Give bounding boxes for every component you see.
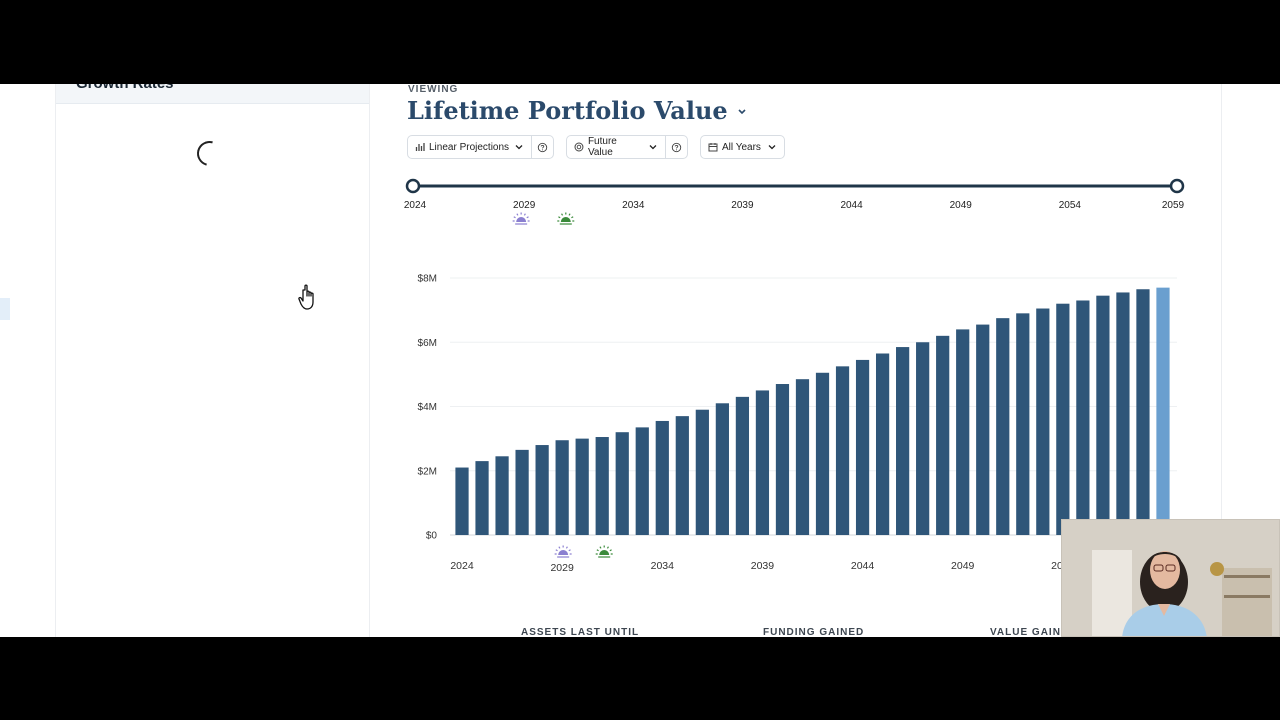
- chart-bar[interactable]: [715, 403, 729, 535]
- projection-help-button[interactable]: [531, 136, 553, 158]
- value-type-dropdown[interactable]: Future Value: [566, 135, 688, 159]
- funding-gained-label: FUNDING GAINED: [763, 627, 865, 637]
- value-type-label: Future Value: [587, 136, 617, 158]
- chart-bar[interactable]: [635, 427, 649, 535]
- slider-tick-label: 2024: [404, 200, 427, 211]
- y-tick-label: $8M: [418, 274, 437, 285]
- chart-bar[interactable]: [535, 445, 549, 535]
- y-tick-label: $6M: [418, 338, 437, 349]
- x-tick-label: 2024: [450, 560, 474, 572]
- chevron-down-icon[interactable]: [736, 105, 748, 117]
- view-selector[interactable]: Lifetime Portfolio Value: [407, 96, 748, 125]
- chevron-down-icon: [649, 145, 657, 150]
- calendar-icon: [708, 143, 718, 152]
- years-label: All Years: [722, 141, 761, 153]
- value-gained-label: VALUE GAINED: [990, 627, 1077, 637]
- chart-bar[interactable]: [555, 440, 569, 535]
- chart-bar[interactable]: [455, 467, 469, 535]
- hand-pointer-icon: [298, 284, 314, 310]
- chart-bar[interactable]: [675, 416, 689, 535]
- chart-event-sun-icon-green[interactable]: [595, 545, 613, 558]
- chart-bar[interactable]: [1056, 303, 1070, 535]
- year-range-slider[interactable]: 2024 2029 2034 2039 2044 2049 2054 2059: [395, 174, 1205, 234]
- slider-start-handle[interactable]: [405, 178, 421, 194]
- slider-tick-label: 2034: [622, 200, 645, 211]
- y-tick-label: $0: [426, 531, 438, 542]
- slider-tick-label: 2059: [1162, 200, 1185, 211]
- chart-bar[interactable]: [575, 438, 589, 535]
- chart-bar[interactable]: [1096, 295, 1110, 535]
- chevron-down-icon: [515, 145, 523, 150]
- x-tick-label: 2039: [751, 560, 775, 572]
- help-circle-icon: [537, 142, 548, 152]
- page-title[interactable]: Lifetime Portfolio Value: [407, 96, 728, 125]
- bar-chart-icon: [415, 143, 425, 151]
- chart-bar[interactable]: [855, 359, 870, 535]
- chart-bar[interactable]: [916, 342, 930, 535]
- x-tick-label: 2044: [851, 560, 875, 572]
- chart-bar[interactable]: [475, 461, 489, 535]
- years-dropdown[interactable]: All Years: [700, 135, 785, 159]
- slider-tick-label: 2039: [731, 200, 754, 211]
- slider-tick-label: 2054: [1059, 200, 1082, 211]
- chart-bar[interactable]: [615, 432, 629, 535]
- slider-end-handle[interactable]: [1169, 178, 1185, 194]
- chevron-down-icon: [768, 145, 776, 150]
- chart-bar[interactable]: [655, 420, 669, 535]
- growth-rates-title: Growth Rates: [76, 84, 174, 92]
- slider-tick-label: 2029: [513, 200, 536, 211]
- y-tick-label: $4M: [418, 402, 437, 413]
- chart-bar[interactable]: [1036, 308, 1050, 535]
- projection-dropdown[interactable]: Linear Projections: [407, 135, 554, 159]
- loading-spinner-icon: [192, 136, 227, 171]
- chart-bar[interactable]: [996, 318, 1010, 535]
- chart-bar[interactable]: [515, 449, 529, 535]
- slider-event-sun-icon-green[interactable]: [557, 212, 575, 225]
- chart-bar[interactable]: [755, 390, 770, 535]
- chart-bar[interactable]: [956, 329, 970, 535]
- chart-bar[interactable]: [1116, 292, 1130, 535]
- chart-bar[interactable]: [896, 347, 910, 535]
- chart-bar[interactable]: [875, 353, 890, 535]
- chart-bar[interactable]: [695, 409, 709, 535]
- slider-tick-label: 2049: [950, 200, 973, 211]
- chart-bar[interactable]: [1016, 313, 1030, 535]
- x-tick-label: 2029: [550, 562, 574, 574]
- chart-bar[interactable]: [1156, 287, 1170, 535]
- coin-icon: [574, 142, 584, 152]
- slider-event-sun-icon-purple[interactable]: [512, 212, 530, 225]
- chart-bar[interactable]: [1136, 289, 1150, 535]
- app-stage: Growth Rates VIEWING Lifetime Portfolio …: [0, 84, 1280, 637]
- presenter-video-icon: [1061, 519, 1280, 637]
- help-circle-icon: [671, 142, 682, 152]
- chart-bar[interactable]: [976, 324, 990, 535]
- content-border: [1221, 84, 1222, 637]
- chart-bar[interactable]: [595, 437, 609, 535]
- left-panel: Growth Rates: [55, 84, 370, 637]
- selected-row-indicator: [0, 298, 10, 320]
- viewing-label: VIEWING: [408, 84, 459, 95]
- chart-bar[interactable]: [835, 366, 850, 535]
- chart-bar[interactable]: [795, 379, 810, 535]
- projection-label: Linear Projections: [429, 141, 510, 153]
- chart-event-sun-icon-purple[interactable]: [554, 545, 572, 558]
- y-tick-label: $2M: [418, 466, 437, 477]
- chart-bar[interactable]: [1076, 300, 1090, 535]
- portfolio-bar-chart: $0$2M$4M$6M$8M20242029203420392044204920…: [418, 274, 1177, 574]
- x-tick-label: 2034: [651, 560, 675, 572]
- chart-bar[interactable]: [495, 456, 509, 535]
- chart-bar[interactable]: [735, 396, 750, 535]
- chart-bar[interactable]: [815, 372, 830, 535]
- assets-last-until-label: ASSETS LAST UNTIL: [521, 627, 640, 637]
- slider-tick-label: 2044: [840, 200, 863, 211]
- x-tick-label: 2049: [951, 560, 975, 572]
- growth-rates-header[interactable]: Growth Rates: [56, 84, 369, 104]
- chart-bar[interactable]: [936, 335, 950, 535]
- value-type-help-button[interactable]: [665, 136, 687, 158]
- chart-bar[interactable]: [775, 384, 790, 535]
